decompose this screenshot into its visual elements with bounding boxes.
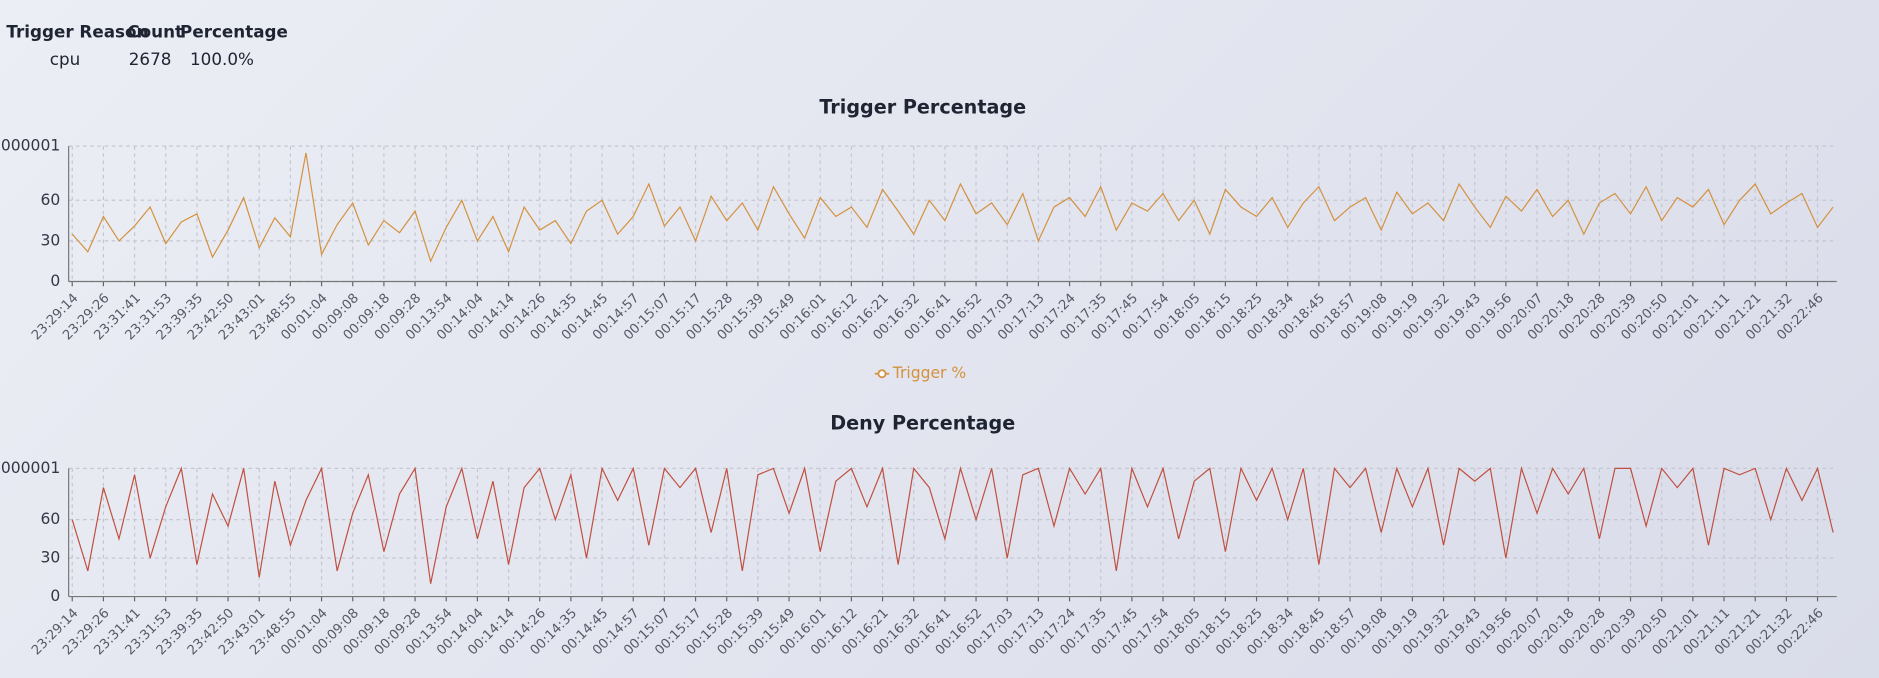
data-line: [71, 465, 1834, 584]
legend: Trigger %: [874, 364, 966, 382]
data-line: [71, 152, 1834, 263]
table-cell: cpu: [50, 49, 81, 69]
table-header: Percentage: [180, 21, 288, 41]
table-cell: 2678: [129, 49, 172, 69]
y-tick-label: 0: [50, 272, 60, 290]
table-header: Trigger Reason: [6, 21, 148, 41]
chart-title: Deny Percentage: [830, 412, 1015, 435]
table-header: Count: [127, 21, 183, 41]
y-tick-label: 60: [40, 191, 60, 209]
y-tick-label: 30: [40, 549, 60, 567]
summary-table: Trigger Reason Count Percentage cpu 2678…: [6, 21, 288, 69]
y-tick-label: 0: [50, 587, 60, 605]
y-tick-label: 100.000001: [0, 137, 60, 155]
y-tick-label: 30: [40, 231, 60, 249]
legend-label: Trigger %: [892, 364, 966, 382]
table-cell: 100.0%: [190, 49, 254, 69]
legend-swatch: [877, 369, 887, 379]
y-tick-label: 60: [40, 510, 60, 528]
chart-title: Trigger Percentage: [819, 95, 1026, 118]
y-tick-label: 100.000001: [0, 459, 60, 477]
